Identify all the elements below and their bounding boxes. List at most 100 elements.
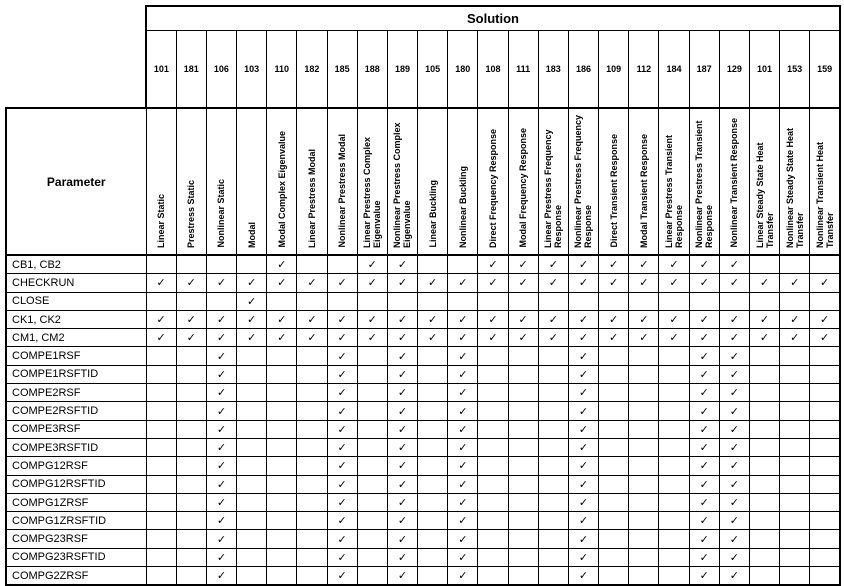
empty-cell <box>658 547 690 568</box>
empty-cell <box>748 254 781 275</box>
table-row: COMPG12RSFTID ✓ ✓ ✓ ✓ ✓ ✓ ✓ <box>5 474 841 494</box>
check-mark: ✓ <box>688 492 720 513</box>
empty-cell <box>266 492 298 513</box>
check-mark: ✓ <box>567 511 600 531</box>
check-mark: ✓ <box>718 419 750 439</box>
check-mark: ✓ <box>567 309 600 330</box>
check-mark: ✓ <box>477 254 509 275</box>
check-mark: ✓ <box>296 309 328 330</box>
check-mark: ✓ <box>598 254 630 275</box>
table-row: COMPE1RSF ✓ ✓ ✓ ✓ ✓ ✓ ✓ <box>5 346 841 366</box>
empty-cell <box>477 291 509 311</box>
check-mark: ✓ <box>779 309 811 330</box>
check-mark: ✓ <box>658 254 690 275</box>
empty-cell <box>296 529 328 549</box>
empty-cell <box>537 547 569 568</box>
empty-cell <box>628 529 660 549</box>
parameter-name: COMPG12RSFTID <box>5 474 147 494</box>
check-mark: ✓ <box>417 309 449 330</box>
parameter-name: COMPG2ZRSF <box>5 566 147 586</box>
check-mark: ✓ <box>628 273 660 293</box>
empty-cell <box>779 456 811 476</box>
empty-cell <box>809 419 841 439</box>
check-mark: ✓ <box>567 456 600 476</box>
empty-cell <box>809 547 841 568</box>
empty-cell <box>537 346 569 366</box>
solution-name-cell: Nonlinear Prestress Frequency Response <box>567 107 600 256</box>
check-mark: ✓ <box>688 419 720 439</box>
empty-cell <box>507 401 539 421</box>
check-mark: ✓ <box>718 273 750 293</box>
check-mark: ✓ <box>386 401 419 421</box>
empty-cell <box>145 529 177 549</box>
empty-cell <box>809 401 841 421</box>
empty-cell <box>356 419 388 439</box>
empty-cell <box>809 364 841 385</box>
check-mark: ✓ <box>447 401 479 421</box>
empty-cell <box>296 291 328 311</box>
empty-cell <box>537 291 569 311</box>
empty-cell <box>809 474 841 494</box>
solution-number: 153 <box>779 30 811 109</box>
parameter-name: COMPE3RSF <box>5 419 147 439</box>
parameter-name: COMPE3RSFTID <box>5 437 147 458</box>
empty-cell <box>326 254 358 275</box>
empty-cell <box>175 346 207 366</box>
check-mark: ✓ <box>386 273 419 293</box>
empty-cell <box>175 566 207 586</box>
empty-cell <box>236 474 268 494</box>
table-row: COMPE3RSFTID ✓ ✓ ✓ ✓ ✓ ✓ ✓ <box>5 437 841 458</box>
check-mark: ✓ <box>718 309 750 330</box>
solution-number: 108 <box>477 30 509 109</box>
empty-cell <box>296 437 328 458</box>
empty-cell <box>236 566 268 586</box>
check-mark: ✓ <box>537 328 569 348</box>
empty-cell <box>236 492 268 513</box>
check-mark: ✓ <box>326 419 358 439</box>
check-mark: ✓ <box>386 254 419 275</box>
table-row: COMPG23RSFTID ✓ ✓ ✓ ✓ ✓ ✓ ✓ <box>5 547 841 568</box>
empty-cell <box>809 383 841 403</box>
empty-cell <box>748 401 781 421</box>
table-row: COMPE2RSF ✓ ✓ ✓ ✓ ✓ ✓ ✓ <box>5 383 841 403</box>
empty-cell <box>145 346 177 366</box>
empty-cell <box>145 364 177 385</box>
solution-name: Nonlinear Prestress Frequency Response <box>573 114 594 248</box>
solution-name-cell: Prestress Static <box>175 107 207 256</box>
empty-cell <box>175 529 207 549</box>
check-mark: ✓ <box>205 547 238 568</box>
check-mark: ✓ <box>688 401 720 421</box>
empty-cell <box>628 401 660 421</box>
empty-cell <box>236 547 268 568</box>
empty-cell <box>809 529 841 549</box>
check-mark: ✓ <box>326 511 358 531</box>
check-mark: ✓ <box>236 309 268 330</box>
empty-cell <box>537 492 569 513</box>
empty-cell <box>145 547 177 568</box>
solution-name: Nonlinear Steady State Heat Transfer <box>784 127 805 248</box>
empty-cell <box>175 547 207 568</box>
check-mark: ✓ <box>628 309 660 330</box>
empty-cell <box>598 401 630 421</box>
table-row: COMPG2ZRSF ✓ ✓ ✓ ✓ ✓ ✓ ✓ <box>5 566 841 586</box>
check-mark: ✓ <box>809 309 841 330</box>
check-mark: ✓ <box>236 328 268 348</box>
empty-cell <box>477 419 509 439</box>
solution-name: Nonlinear Transient Response <box>729 118 740 248</box>
check-mark: ✓ <box>386 346 419 366</box>
table-row: CB1, CB2 ✓ ✓ ✓ ✓ ✓ ✓ ✓ ✓ ✓ ✓ ✓ ✓ <box>5 254 841 275</box>
check-mark: ✓ <box>326 492 358 513</box>
check-mark: ✓ <box>688 529 720 549</box>
check-mark: ✓ <box>567 547 600 568</box>
check-mark: ✓ <box>205 474 238 494</box>
check-mark: ✓ <box>417 328 449 348</box>
empty-cell <box>296 383 328 403</box>
empty-cell <box>266 474 298 494</box>
empty-cell <box>477 492 509 513</box>
empty-cell <box>628 346 660 366</box>
check-mark: ✓ <box>537 309 569 330</box>
empty-cell <box>417 346 449 366</box>
check-mark: ✓ <box>266 328 298 348</box>
solution-name-cell: Nonlinear Prestress Transient Response <box>688 107 720 256</box>
empty-cell <box>507 456 539 476</box>
